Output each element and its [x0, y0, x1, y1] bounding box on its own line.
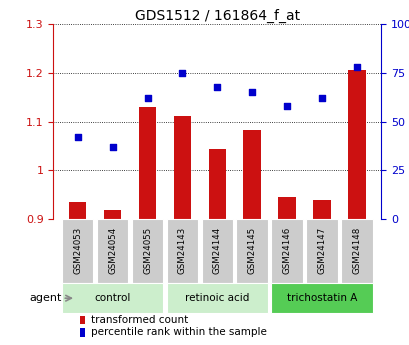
Point: [144, 96, 151, 101]
Text: GSM24144: GSM24144: [212, 226, 221, 274]
Text: agent: agent: [29, 293, 62, 303]
Bar: [139, 107, 156, 219]
Bar: [271, 219, 302, 283]
Text: GSM24145: GSM24145: [247, 226, 256, 274]
Bar: [166, 219, 198, 283]
Point: [74, 135, 81, 140]
Bar: [103, 209, 121, 219]
Bar: [306, 219, 337, 283]
Bar: [69, 202, 86, 219]
Text: GSM24148: GSM24148: [351, 226, 360, 274]
Bar: [173, 116, 191, 219]
Point: [213, 84, 220, 89]
Text: GSM24053: GSM24053: [73, 226, 82, 274]
Point: [283, 104, 290, 109]
Text: transformed count: transformed count: [91, 315, 188, 325]
Text: GSM24055: GSM24055: [143, 226, 152, 274]
Bar: [201, 219, 232, 283]
Bar: [62, 283, 163, 313]
Bar: [347, 70, 365, 219]
Bar: [271, 283, 372, 313]
Bar: [79, 316, 85, 324]
Point: [248, 90, 255, 95]
Text: percentile rank within the sample: percentile rank within the sample: [91, 327, 266, 337]
Point: [318, 96, 324, 101]
Text: GSM24054: GSM24054: [108, 226, 117, 274]
Bar: [97, 219, 128, 283]
Text: retinoic acid: retinoic acid: [184, 293, 249, 303]
Bar: [131, 219, 163, 283]
Bar: [208, 149, 225, 219]
Text: GSM24146: GSM24146: [282, 226, 291, 274]
Point: [353, 64, 359, 70]
Text: GSM24147: GSM24147: [317, 226, 326, 274]
Bar: [312, 200, 330, 219]
Text: GSM24143: GSM24143: [178, 226, 187, 274]
Bar: [79, 328, 85, 337]
Bar: [236, 219, 267, 283]
Bar: [278, 197, 295, 219]
Text: trichostatin A: trichostatin A: [286, 293, 356, 303]
Point: [179, 70, 185, 76]
Bar: [166, 283, 267, 313]
Bar: [340, 219, 372, 283]
Bar: [243, 130, 260, 219]
Text: control: control: [94, 293, 130, 303]
Title: GDS1512 / 161864_f_at: GDS1512 / 161864_f_at: [135, 9, 299, 23]
Point: [109, 144, 116, 150]
Bar: [62, 219, 93, 283]
